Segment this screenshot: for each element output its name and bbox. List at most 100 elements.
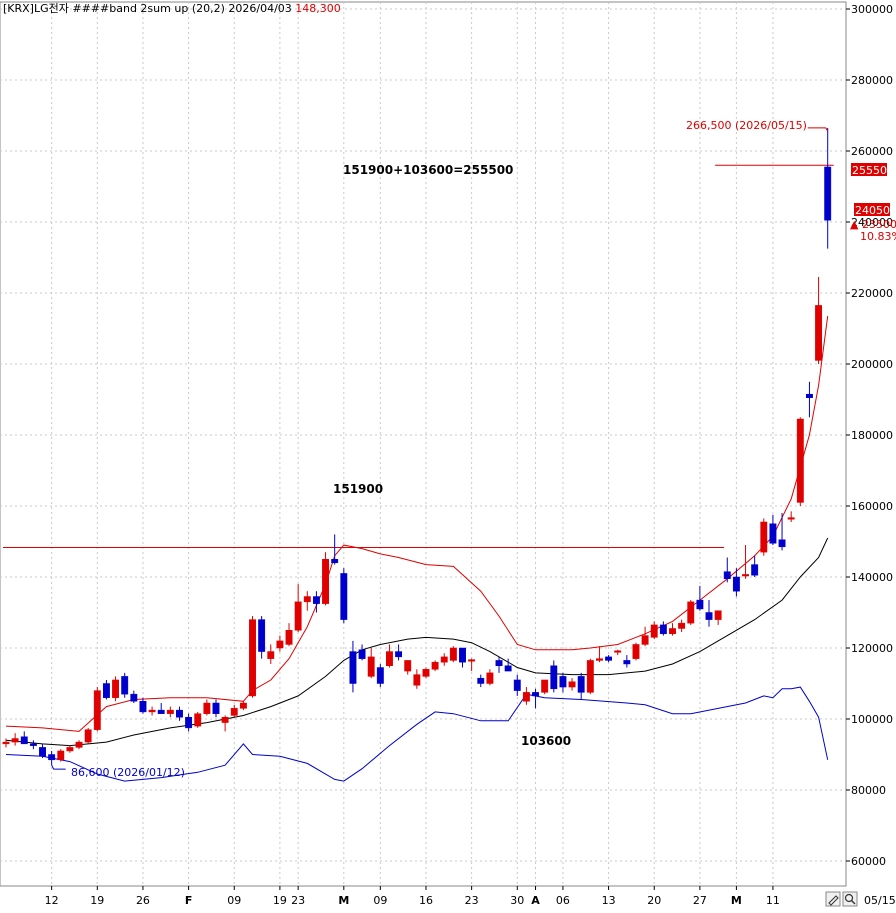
candle bbox=[678, 619, 686, 633]
candle bbox=[93, 687, 101, 732]
candle bbox=[285, 623, 293, 647]
candle bbox=[303, 591, 311, 611]
candle bbox=[276, 635, 284, 652]
candle bbox=[815, 277, 823, 364]
candle bbox=[29, 740, 37, 750]
x-tick-label: 20 bbox=[647, 894, 661, 907]
bollinger-bands bbox=[5, 316, 829, 782]
middle-band-line bbox=[5, 537, 829, 747]
candles bbox=[2, 127, 832, 766]
candle bbox=[57, 749, 65, 762]
candle bbox=[239, 701, 247, 711]
upper-band-line bbox=[5, 316, 829, 732]
low-annotation: 86,600 (2026/01/12) bbox=[71, 766, 185, 779]
candle bbox=[495, 656, 503, 673]
candle bbox=[751, 555, 759, 577]
y-tick-label: 300000 bbox=[851, 3, 893, 16]
candle bbox=[541, 679, 549, 695]
draw-tool-icon[interactable] bbox=[825, 891, 841, 907]
candle bbox=[650, 621, 658, 640]
candle bbox=[687, 600, 695, 625]
grid bbox=[0, 1, 847, 887]
candle bbox=[130, 690, 138, 704]
candle bbox=[139, 697, 147, 714]
candle bbox=[322, 552, 330, 606]
peak-label: 151900 bbox=[333, 482, 383, 496]
candle bbox=[48, 750, 56, 766]
prev-close-box bbox=[854, 203, 890, 216]
candle bbox=[468, 658, 476, 672]
candle bbox=[431, 660, 439, 672]
y-tick-label: 260000 bbox=[851, 145, 893, 158]
candle bbox=[723, 557, 731, 583]
zoom-icon[interactable] bbox=[842, 891, 858, 907]
candle bbox=[2, 738, 10, 748]
candle bbox=[39, 743, 46, 759]
candle bbox=[486, 669, 494, 686]
current-price-box bbox=[851, 163, 887, 176]
candle bbox=[157, 703, 165, 714]
x-tick-label: 09 bbox=[373, 894, 387, 907]
candle bbox=[395, 644, 403, 661]
candle bbox=[705, 600, 713, 627]
candle bbox=[367, 648, 375, 679]
candle bbox=[294, 584, 302, 633]
candle bbox=[614, 649, 622, 656]
y-tick-label: 180000 bbox=[851, 429, 893, 442]
y-tick-label: 200000 bbox=[851, 358, 893, 371]
x-tick-label: 19 bbox=[90, 894, 104, 907]
candle bbox=[605, 655, 613, 663]
candle bbox=[577, 672, 585, 700]
candle bbox=[714, 610, 722, 625]
annotations bbox=[51, 127, 829, 770]
candle bbox=[112, 676, 120, 702]
candle bbox=[148, 706, 156, 716]
candle bbox=[185, 713, 193, 732]
x-tick-label: M bbox=[338, 894, 349, 907]
horizontal-lines bbox=[3, 164, 834, 549]
x-tick-label: 30 bbox=[510, 894, 524, 907]
candle bbox=[203, 699, 211, 716]
plot-frame bbox=[0, 1, 847, 887]
x-tick-label: 23 bbox=[465, 894, 479, 907]
y-tick-label: 220000 bbox=[851, 287, 893, 300]
candle bbox=[787, 511, 795, 522]
x-tick-label: 16 bbox=[419, 894, 433, 907]
sum-label: 151900+103600=255500 bbox=[343, 163, 513, 177]
x-axis: 12 19 26 F 09 19 23 M 09 16 23 30 A 06 13 20 27 M 11 bbox=[45, 886, 780, 907]
trough-label: 103600 bbox=[521, 734, 571, 748]
candle bbox=[249, 616, 256, 698]
candle bbox=[75, 740, 83, 750]
candle bbox=[641, 626, 649, 647]
candle bbox=[449, 646, 457, 663]
candle bbox=[696, 585, 704, 611]
y-tick-label: 80000 bbox=[851, 784, 886, 797]
y-tick-label: 240000 bbox=[851, 216, 893, 229]
candle bbox=[20, 731, 28, 745]
y-tick-label: 100000 bbox=[851, 713, 893, 726]
candle bbox=[522, 687, 530, 705]
candle bbox=[349, 640, 357, 693]
high-arrow bbox=[807, 127, 829, 132]
y-axis: 60000 80000 100000 120000 140000 160000 180000… bbox=[846, 3, 893, 868]
x-tick-label: 23 bbox=[291, 894, 305, 907]
candle bbox=[596, 646, 603, 663]
y-tick-label: 60000 bbox=[851, 855, 886, 868]
x-tick-label: 19 bbox=[273, 894, 287, 907]
prev-close-label: 240500 bbox=[855, 204, 896, 217]
x-tick-label: F bbox=[185, 894, 193, 907]
candle bbox=[176, 706, 183, 721]
x-tick-label: A bbox=[531, 894, 540, 907]
y-tick-label: 140000 bbox=[851, 571, 893, 584]
low-arrow bbox=[51, 764, 66, 770]
candle bbox=[623, 655, 631, 668]
candle bbox=[376, 663, 384, 688]
y-tick-label: 120000 bbox=[851, 642, 893, 655]
x-tick-label: 13 bbox=[602, 894, 616, 907]
candle bbox=[267, 644, 275, 664]
candle bbox=[742, 545, 749, 579]
candle bbox=[212, 699, 220, 718]
candle bbox=[312, 591, 320, 613]
